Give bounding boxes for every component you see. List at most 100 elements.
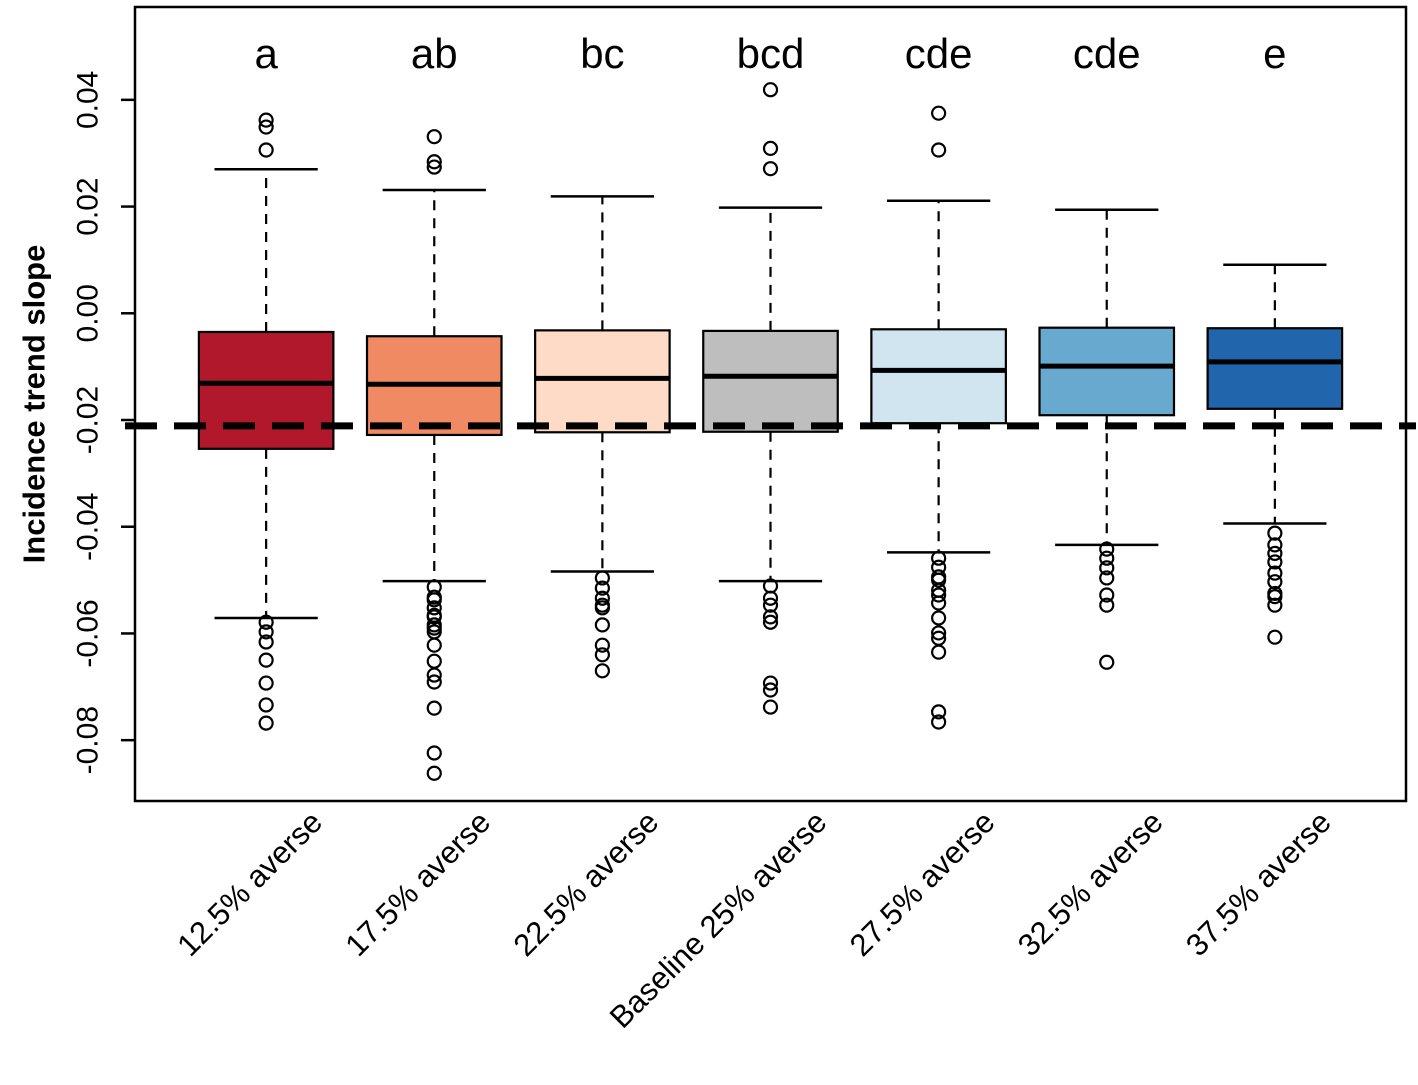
outlier-point bbox=[931, 572, 947, 588]
outlier-point bbox=[1267, 589, 1283, 605]
x-category-label: 32.5% averse bbox=[1011, 804, 1170, 963]
outlier-point bbox=[931, 704, 947, 720]
outlier-point bbox=[258, 614, 274, 630]
y-tick-label: -0.02 bbox=[72, 386, 105, 454]
outlier-point bbox=[1267, 525, 1283, 541]
outlier-point bbox=[762, 675, 779, 691]
iqr-box bbox=[1206, 327, 1344, 410]
y-tick-label: 0.04 bbox=[72, 71, 105, 129]
outlier-point bbox=[258, 715, 274, 731]
outlier-point bbox=[1267, 629, 1283, 645]
outlier-point bbox=[594, 590, 610, 606]
y-tick-label: 0.00 bbox=[72, 284, 105, 342]
outlier-point bbox=[762, 609, 779, 625]
outlier-point bbox=[258, 634, 274, 650]
outlier-point bbox=[258, 624, 274, 640]
outlier-point bbox=[426, 700, 442, 716]
outlier-point bbox=[1099, 541, 1115, 557]
outlier-point bbox=[931, 625, 947, 641]
box-group bbox=[1038, 208, 1176, 547]
outlier-point bbox=[1267, 537, 1283, 553]
x-category-label: 22.5% averse bbox=[507, 804, 666, 963]
box-group bbox=[870, 199, 1007, 554]
outlier-point bbox=[762, 597, 779, 613]
iqr-box bbox=[1038, 326, 1176, 417]
box-group bbox=[1206, 263, 1344, 525]
significance-letter: e bbox=[1263, 30, 1286, 77]
iqr-box bbox=[702, 329, 839, 433]
significance-letter: cde bbox=[1073, 30, 1141, 77]
outlier-point bbox=[931, 587, 947, 603]
outlier-point bbox=[931, 595, 947, 611]
outlier-point bbox=[762, 590, 779, 606]
outlier-point bbox=[594, 570, 610, 586]
outlier-point bbox=[426, 609, 442, 625]
outlier-point bbox=[594, 600, 610, 616]
outlier-point bbox=[762, 682, 779, 698]
outlier-point bbox=[931, 714, 947, 730]
plot-border bbox=[133, 5, 1408, 803]
outlier-point bbox=[1099, 560, 1115, 576]
outlier-point bbox=[258, 119, 274, 135]
outlier-point bbox=[1099, 654, 1115, 670]
outlier-point bbox=[931, 105, 947, 121]
outlier-point bbox=[426, 765, 442, 781]
outlier-point bbox=[426, 600, 442, 616]
outlier-point bbox=[931, 550, 947, 566]
box-group bbox=[197, 167, 335, 620]
iqr-box bbox=[197, 330, 335, 450]
outlier-point bbox=[594, 647, 610, 663]
outlier-point bbox=[258, 112, 274, 128]
outlier-point bbox=[1267, 545, 1283, 562]
y-tick-label: 0.02 bbox=[72, 177, 105, 235]
outlier-point bbox=[931, 610, 947, 626]
y-axis-title: Incidence trend slope bbox=[17, 245, 52, 564]
iqr-box bbox=[534, 329, 671, 434]
outlier-point bbox=[762, 614, 779, 630]
y-tick-label: -0.08 bbox=[72, 706, 105, 774]
outlier-point bbox=[426, 667, 442, 683]
x-category-label: 12.5% averse bbox=[170, 804, 329, 963]
outlier-point bbox=[594, 617, 610, 633]
outlier-point bbox=[426, 154, 442, 170]
outlier-point bbox=[1099, 550, 1115, 566]
y-tick-label: -0.04 bbox=[72, 493, 105, 561]
outlier-point bbox=[762, 82, 779, 98]
outlier-point bbox=[931, 142, 947, 158]
significance-letter: bc bbox=[580, 30, 624, 77]
significance-letter: bcd bbox=[737, 30, 805, 77]
outlier-point bbox=[762, 161, 779, 177]
box-group bbox=[365, 188, 503, 583]
x-category-label: 27.5% averse bbox=[843, 804, 1002, 963]
x-category-label: 17.5% averse bbox=[338, 804, 497, 963]
outlier-point bbox=[258, 697, 274, 713]
outlier-point bbox=[258, 652, 274, 668]
outlier-point bbox=[762, 140, 779, 157]
outlier-point bbox=[1267, 574, 1283, 590]
outlier-point bbox=[1267, 597, 1283, 613]
outlier-point bbox=[1267, 554, 1283, 570]
outlier-point bbox=[594, 663, 610, 679]
outlier-point bbox=[426, 129, 442, 145]
x-category-label: 37.5% averse bbox=[1179, 804, 1338, 963]
outlier-point bbox=[594, 580, 610, 596]
outlier-point bbox=[426, 653, 442, 669]
outlier-point bbox=[258, 142, 274, 158]
outlier-point bbox=[762, 699, 779, 715]
outlier-point bbox=[426, 674, 442, 690]
outlier-point bbox=[1267, 565, 1283, 581]
y-tick-label: -0.06 bbox=[72, 599, 105, 667]
outlier-point bbox=[258, 675, 274, 691]
significance-letter: cde bbox=[905, 30, 973, 77]
significance-letter: a bbox=[254, 30, 278, 77]
outlier-point bbox=[426, 592, 442, 608]
outlier-point bbox=[1099, 570, 1115, 586]
box-group bbox=[702, 206, 839, 583]
outlier-point bbox=[426, 159, 442, 175]
box-group bbox=[534, 195, 671, 573]
outlier-point bbox=[931, 644, 947, 660]
outlier-point bbox=[426, 745, 442, 761]
outlier-point bbox=[594, 637, 610, 653]
